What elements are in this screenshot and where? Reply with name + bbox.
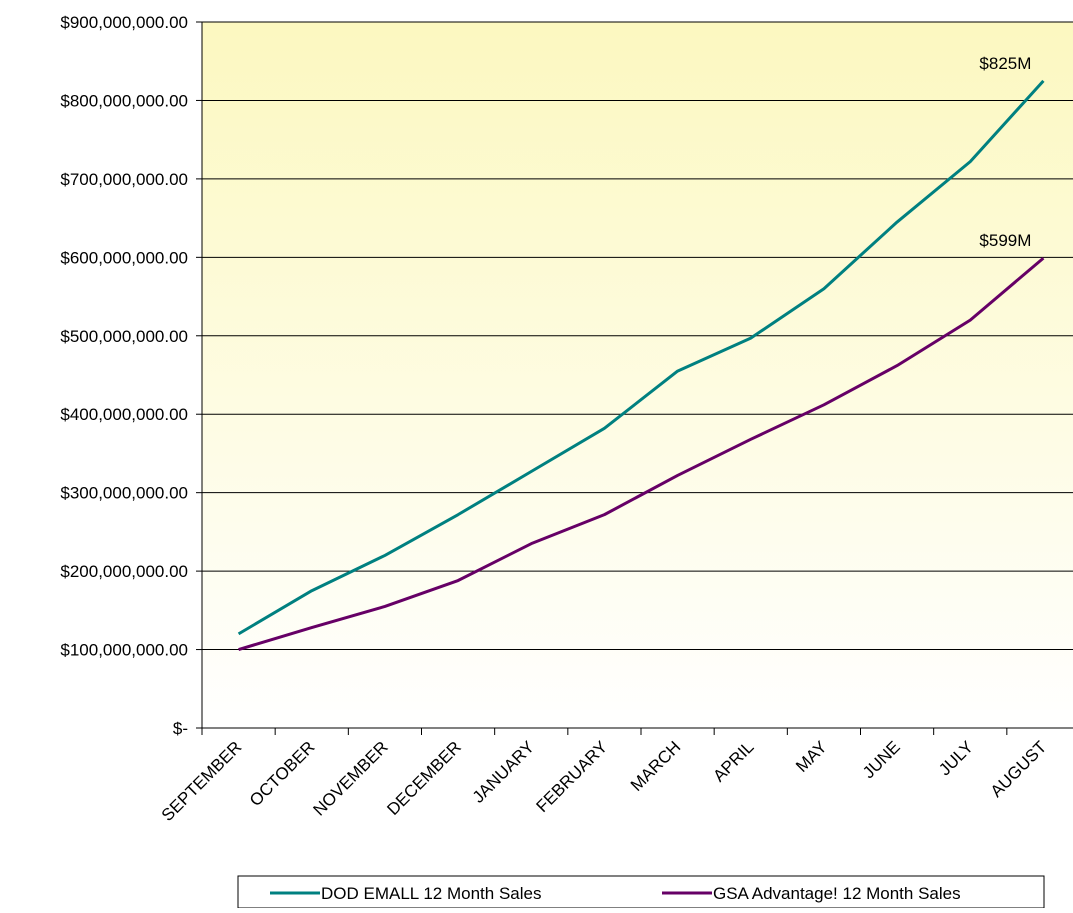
data-label: $825M (979, 54, 1031, 73)
data-label: $599M (979, 231, 1031, 250)
x-tick-label: DECEMBER (383, 737, 465, 819)
x-tick-label: NOVEMBER (310, 737, 392, 819)
y-tick-label: $600,000,000.00 (60, 248, 188, 267)
series-layer: $825M $599M (237, 54, 1045, 651)
y-tick-label: $- (173, 719, 188, 738)
y-tick-label: $100,000,000.00 (60, 641, 188, 660)
y-tick-label: $200,000,000.00 (60, 562, 188, 581)
series-line-1 (237, 79, 1045, 636)
y-tick-label: $800,000,000.00 (60, 91, 188, 110)
x-tick-label: APRIL (709, 737, 757, 785)
x-tick-label: JULY (935, 737, 977, 779)
y-tick-label: $700,000,000.00 (60, 170, 188, 189)
y-tick-label: $500,000,000.00 (60, 327, 188, 346)
x-tick-label: JUNE (859, 737, 904, 782)
y-tick-label: $400,000,000.00 (60, 405, 188, 424)
x-tick-label: MARCH (627, 737, 685, 795)
plot-background (202, 22, 1073, 728)
y-tick-label: $900,000,000.00 (60, 13, 188, 32)
x-tick-label: SEPTEMBER (158, 737, 246, 825)
x-tick-label: MAY (792, 737, 831, 776)
x-tick-label: AUGUST (987, 737, 1051, 801)
legend-label: GSA Advantage! 12 Month Sales (713, 884, 961, 903)
series-line-2 (238, 256, 1045, 651)
x-tick-label: OCTOBER (246, 737, 319, 810)
y-axis: $- $100,000,000.00 $200,000,000.00 $300,000… (60, 13, 203, 738)
legend-box (237, 875, 1045, 909)
legend-label: DOD EMALL 12 Month Sales (321, 884, 541, 903)
legend: DOD EMALL 12 Month Sales GSA Advantage! 1… (237, 875, 1045, 909)
x-tick-label: JANUARY (469, 737, 538, 806)
x-tick-label: FEBRUARY (533, 737, 612, 816)
y-tick-label: $300,000,000.00 (60, 484, 188, 503)
gridlines (202, 21, 1073, 651)
